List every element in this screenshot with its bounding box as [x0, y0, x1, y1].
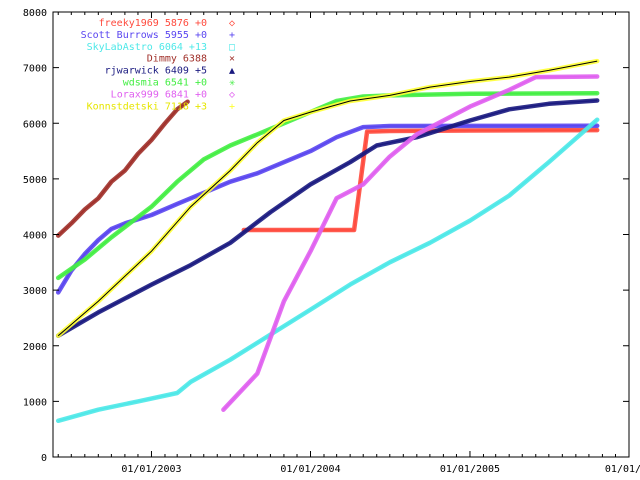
y-tick-label-4: 4000 [23, 231, 47, 242]
y-tick-label-6: 6000 [23, 119, 47, 130]
series-core-1 [57, 125, 598, 293]
ticks-layer: 0 1000 2000 3000 4000 5000 6000 7000 8000 01/01/2… [23, 8, 640, 475]
series-core-6 [222, 75, 598, 411]
legend-marker-3: × [229, 54, 235, 65]
series-core-3 [57, 101, 189, 237]
legend-entry-0: freeky1969 5876 +0 [99, 18, 207, 29]
legend-marker-2: □ [229, 42, 235, 53]
y-tick-label-2: 2000 [23, 342, 47, 353]
y-tick-label-1: 1000 [23, 397, 47, 408]
y-tick-label-8: 8000 [23, 8, 47, 19]
y-tick-label-3: 3000 [23, 286, 47, 297]
x-tick-label-1: 01/01/2004 [280, 464, 340, 475]
legend-marker-7: + [229, 101, 235, 112]
series-core-4 [57, 99, 598, 337]
y-tick-label-5: 5000 [23, 175, 47, 186]
legend-marker-6: ◇ [229, 89, 235, 100]
legend-entry-5: wdsmia 6541 +0 [123, 78, 207, 89]
legend-entry-2: SkyLabAstro 6064 +13 [87, 42, 207, 53]
legend-entry-1: Scott Burrows 5955 +0 [81, 30, 207, 41]
series-core-2 [57, 119, 598, 422]
x-tick-label-3: 01/01/20 [605, 464, 640, 475]
series-core-0 [243, 129, 598, 231]
legend-marker-4: ▲ [229, 66, 235, 77]
legend-entry-7: Konnstdetski 7118 +3 [87, 101, 207, 112]
legend-entry-6: Lorax999 6841 +0 [111, 89, 207, 100]
y-tick-label-7: 7000 [23, 64, 47, 75]
legend: freeky1969 5876 +0 ◇ Scott Burrows 5955 +0… [81, 18, 235, 112]
series-core-7 [57, 60, 598, 337]
legend-marker-5: ✳ [229, 78, 235, 89]
legend-marker-1: + [229, 30, 235, 41]
y-tick-label-0: 0 [41, 453, 47, 464]
legend-entry-3: Dimmy 6388 [147, 54, 207, 65]
series-layer [55, 58, 600, 424]
legend-entry-4: rjwarwick 6409 +5 [105, 66, 207, 77]
x-tick-label-2: 01/01/2005 [440, 464, 500, 475]
x-tick-label-0: 01/01/2003 [121, 464, 181, 475]
legend-marker-0: ◇ [229, 18, 235, 29]
